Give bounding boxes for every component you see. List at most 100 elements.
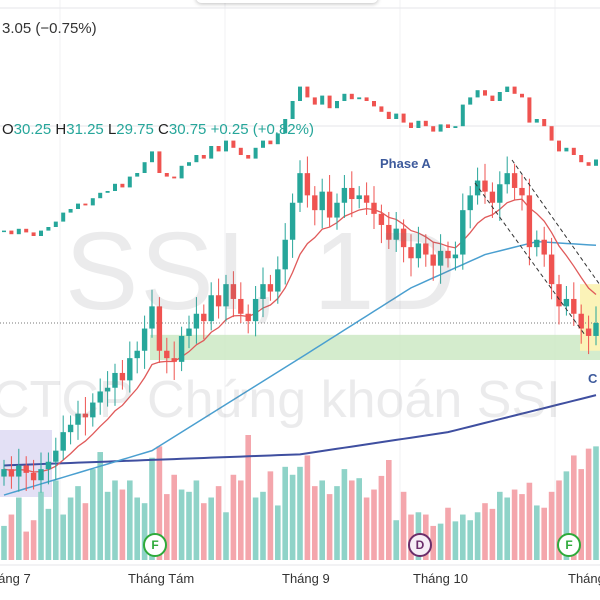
low-label: L [107, 121, 117, 138]
price-change-text: 3.05 (−0.75%) [2, 20, 97, 37]
mini-candle [31, 232, 36, 236]
mini-candle [438, 124, 443, 132]
mini-candle [579, 155, 584, 163]
x-tick-label: Tháng 9 [282, 571, 330, 586]
mini-candle [39, 230, 43, 236]
candle-body [474, 180, 481, 196]
candle-body [289, 202, 296, 240]
candle-body [437, 250, 444, 266]
mini-candle [505, 86, 510, 92]
close-label: C [158, 121, 169, 138]
volume-bar [23, 531, 29, 560]
mini-candle [527, 97, 532, 123]
candle-body [141, 328, 148, 351]
volume-bar [45, 508, 52, 560]
candle-body [75, 413, 81, 425]
candle-body [260, 284, 266, 299]
candle-body [489, 191, 496, 203]
candle-body [304, 173, 311, 196]
candle-body [30, 472, 37, 481]
volume-bar [201, 503, 207, 560]
mini-candle [135, 173, 140, 177]
volume-bar [482, 503, 488, 560]
mini-candle [386, 111, 391, 119]
x-tick-label: Tháng Tám [128, 571, 195, 586]
c-label[interactable]: C [588, 371, 598, 386]
mini-candle [2, 230, 6, 233]
mini-candle [150, 151, 154, 163]
change-value: +0.25 (+0.82%) [210, 121, 314, 138]
mini-candle [261, 140, 265, 148]
candle-body [164, 350, 170, 359]
mini-candle [216, 146, 221, 152]
mini-candle [305, 86, 310, 98]
candle-body [297, 173, 303, 203]
close-value: 30.75 [168, 121, 207, 138]
candle-body [112, 372, 118, 388]
candle-body [563, 298, 570, 307]
volume-bar [97, 452, 103, 560]
volume-bar [563, 471, 570, 560]
volume-bar [497, 491, 503, 560]
event-marker-f[interactable]: F [143, 533, 167, 557]
event-marker-f[interactable]: F [557, 533, 581, 557]
candle-body [541, 239, 547, 255]
candle-body [67, 424, 74, 433]
mini-candle [164, 173, 169, 177]
candle-body [16, 465, 22, 477]
candle-body [97, 391, 103, 403]
ema-line [3, 198, 597, 473]
volume-bar [215, 486, 222, 560]
candle-body [504, 173, 510, 185]
phase-a-label[interactable]: Phase A [380, 156, 431, 171]
candle-body [371, 202, 377, 214]
candle-body [408, 247, 414, 259]
candle-body [415, 243, 422, 259]
volume-bar [53, 480, 59, 560]
candle-body [8, 469, 15, 477]
candle-body [90, 402, 96, 418]
candle-body [53, 450, 59, 462]
mini-candle [557, 140, 561, 152]
candle-body [497, 184, 503, 203]
open-label: O [2, 121, 14, 138]
volume-bar [304, 455, 311, 560]
mini-candle [16, 228, 21, 235]
volume-bar [593, 446, 599, 560]
event-marker-d[interactable]: D [408, 533, 432, 557]
candle-body [23, 465, 29, 473]
x-tick-label: Tháng 10 [413, 571, 468, 586]
mini-candle [224, 140, 228, 152]
candle-body [45, 461, 52, 470]
volume-bar [127, 480, 133, 560]
watermark-company: CTCP Chứng khoán SSI [0, 371, 561, 429]
volume-bar [526, 482, 533, 560]
mini-candle [379, 106, 384, 112]
volume-bar [548, 491, 555, 560]
mini-candle [231, 140, 236, 148]
candle-body [215, 295, 222, 307]
mini-candle [490, 95, 495, 101]
candle-body [230, 284, 237, 299]
mini-candle [172, 176, 177, 179]
candle-body [326, 191, 333, 218]
trend-channel-upper [511, 159, 600, 286]
mini-candle [394, 113, 399, 119]
ma-mid-line [3, 240, 597, 496]
candle-body [460, 210, 466, 255]
candle-body [467, 195, 473, 211]
mini-candle [253, 147, 258, 159]
candle-body [400, 228, 407, 248]
toolbar-popup[interactable] [196, 0, 378, 3]
candle-body [282, 239, 288, 270]
x-tick-label: Tháng 11 [568, 571, 600, 586]
volume-bar [445, 507, 451, 560]
mini-candle [586, 162, 591, 166]
mini-candle [468, 97, 473, 105]
candle-body [186, 328, 192, 336]
volume-bar [534, 505, 540, 560]
volume-bar [430, 525, 436, 560]
volume-bar [178, 489, 185, 560]
volume-bar [393, 520, 399, 560]
